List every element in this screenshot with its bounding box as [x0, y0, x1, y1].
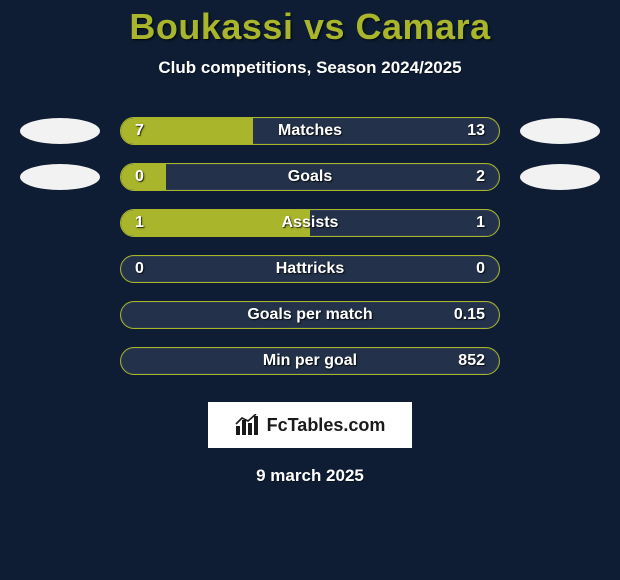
stat-right-value: 0: [476, 256, 485, 282]
vs-label: vs: [304, 6, 345, 47]
logo-box: FcTables.com: [208, 402, 412, 448]
stat-label: Assists: [121, 210, 499, 236]
bar-chart-icon: [235, 414, 261, 436]
stat-bar: Goals per match0.15: [120, 301, 500, 329]
stat-bar: 1Assists1: [120, 209, 500, 237]
stat-label: Min per goal: [121, 348, 499, 374]
stat-label: Goals per match: [121, 302, 499, 328]
logo-text: FcTables.com: [267, 415, 386, 436]
page-title: Boukassi vs Camara: [0, 6, 620, 48]
stat-label: Matches: [121, 118, 499, 144]
player-a-name: Boukassi: [129, 6, 293, 47]
stat-right-value: 2: [476, 164, 485, 190]
stats-rows: 7Matches130Goals21Assists10Hattricks0Goa…: [0, 108, 620, 384]
stat-label: Hattricks: [121, 256, 499, 282]
stat-row: 0Goals2: [20, 154, 600, 200]
stat-label: Goals: [121, 164, 499, 190]
stat-bar: 0Hattricks0: [120, 255, 500, 283]
stat-right-value: 852: [458, 348, 485, 374]
stat-bar: 0Goals2: [120, 163, 500, 191]
team-badge-right: [520, 164, 600, 190]
stat-right-value: 0.15: [454, 302, 485, 328]
player-b-name: Camara: [356, 6, 491, 47]
stat-bar: 7Matches13: [120, 117, 500, 145]
stat-row: 1Assists1: [20, 200, 600, 246]
footer-date: 9 march 2025: [0, 466, 620, 486]
team-badge-left: [20, 118, 100, 144]
team-badge-left: [20, 164, 100, 190]
team-badge-right: [520, 118, 600, 144]
stat-row: 0Hattricks0: [20, 246, 600, 292]
stat-bar: Min per goal852: [120, 347, 500, 375]
comparison-infographic: Boukassi vs Camara Club competitions, Se…: [0, 0, 620, 580]
stat-row: Goals per match0.15: [20, 292, 600, 338]
stat-right-value: 13: [467, 118, 485, 144]
stat-row: Min per goal852: [20, 338, 600, 384]
stat-right-value: 1: [476, 210, 485, 236]
subtitle: Club competitions, Season 2024/2025: [0, 58, 620, 78]
stat-row: 7Matches13: [20, 108, 600, 154]
